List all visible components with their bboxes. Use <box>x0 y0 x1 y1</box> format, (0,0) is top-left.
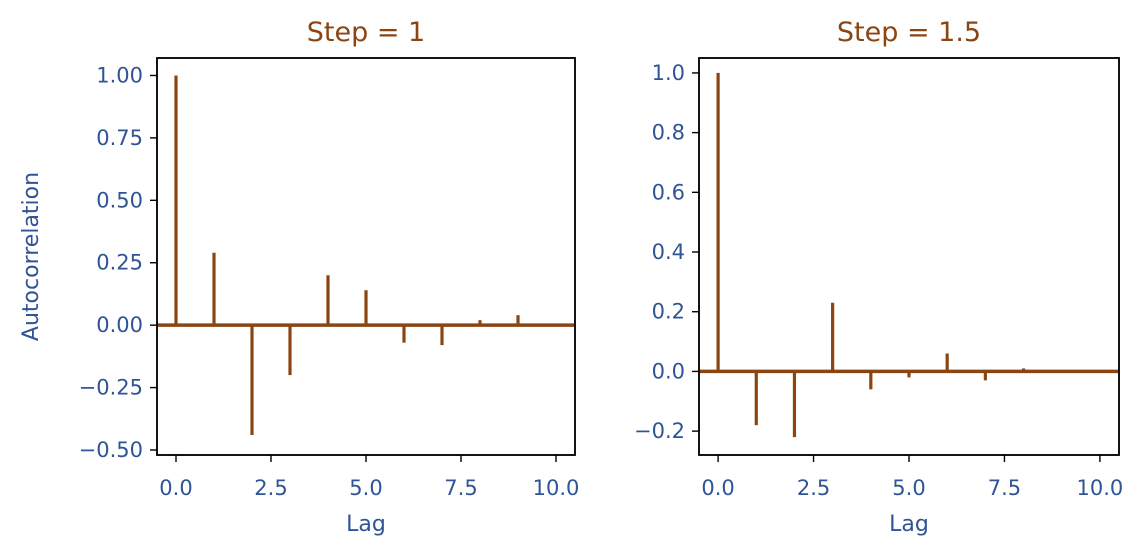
panel-2-x-tick-label: 10.0 <box>1077 476 1124 500</box>
panel-2-y-tick-label: 0.0 <box>652 359 685 383</box>
panel-2-plot-frame <box>698 57 1120 456</box>
panel-1-y-tick-label: 0.25 <box>96 251 143 275</box>
panel-2-x-tick-label: 2.5 <box>797 476 830 500</box>
panel-1-y-axis-label: Autocorrelation <box>19 172 44 341</box>
panel-2-y-tick-label: −0.2 <box>634 419 685 443</box>
panel-1-y-tick-label: −0.50 <box>79 438 143 462</box>
panel-2-plot-border <box>698 57 1120 456</box>
panel-1-plot-border <box>156 57 576 456</box>
panel-1-x-tick-label: 7.5 <box>444 476 477 500</box>
panel-1-y-tick-label: 0.00 <box>96 313 143 337</box>
panel-1-x-tick-label: 10.0 <box>533 476 580 500</box>
panel-2-x-tick-label: 5.0 <box>892 476 925 500</box>
panel-2-x-tick-label: 7.5 <box>988 476 1021 500</box>
panel-1-x-tick-label: 5.0 <box>349 476 382 500</box>
panel-1-x-tick-label: 2.5 <box>254 476 287 500</box>
panel-2-x-tick-label: 0.0 <box>701 476 734 500</box>
panel-2-y-tick-label: 0.8 <box>652 121 685 145</box>
panel-2-title: Step = 1.5 <box>837 17 981 48</box>
panel-2-y-tick-label: 0.6 <box>652 180 685 204</box>
panel-1-y-tick-label: 0.50 <box>96 188 143 212</box>
panel-1-y-tick-label: 0.75 <box>96 126 143 150</box>
panel-1-title: Step = 1 <box>307 17 425 48</box>
panel-1-plot-frame <box>156 57 576 456</box>
panel-1-x-axis-label: Lag <box>346 512 386 537</box>
panel-2-y-tick-label: 0.2 <box>652 300 685 324</box>
panel-2-y-tick-label: 0.4 <box>652 240 685 264</box>
panel-1-y-tick-label: −0.25 <box>79 376 143 400</box>
panel-2-x-axis-label: Lag <box>889 512 929 537</box>
panel-2-y-tick-label: 1.0 <box>652 61 685 85</box>
panel-1-y-tick-label: 1.00 <box>96 63 143 87</box>
panel-1-x-tick-label: 0.0 <box>159 476 192 500</box>
